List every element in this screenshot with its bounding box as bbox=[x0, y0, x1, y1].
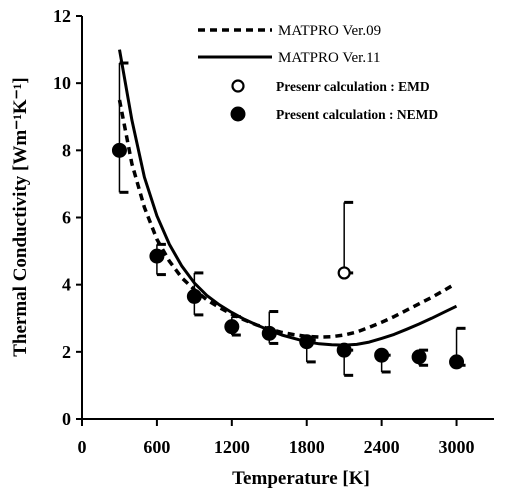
y-tick-label: 0 bbox=[62, 409, 71, 429]
legend-marker-filled bbox=[230, 106, 246, 122]
curves bbox=[117, 49, 458, 347]
y-tick-label: 2 bbox=[62, 342, 71, 362]
data-point-emd bbox=[337, 266, 351, 280]
x-tick-label: 3000 bbox=[439, 437, 475, 457]
markers bbox=[111, 142, 465, 370]
y-tick-label: 4 bbox=[62, 275, 71, 295]
x-tick-label: 600 bbox=[143, 437, 170, 457]
legend-label: MATPRO Ver.11 bbox=[278, 50, 381, 66]
y-tick-label: 10 bbox=[53, 73, 71, 93]
y-tick-label: 6 bbox=[62, 208, 71, 228]
x-tick-label: 0 bbox=[78, 437, 87, 457]
data-point-nemd bbox=[186, 288, 202, 304]
data-point-nemd bbox=[299, 334, 315, 350]
y-tick-label: 12 bbox=[53, 6, 71, 26]
data-point-nemd bbox=[261, 325, 277, 341]
data-point-nemd bbox=[149, 248, 165, 264]
data-point-nemd bbox=[374, 347, 390, 363]
legend-marker-open bbox=[231, 79, 245, 93]
data-point-nemd bbox=[411, 349, 427, 365]
data-point-nemd bbox=[336, 342, 352, 358]
data-point-nemd bbox=[111, 142, 127, 158]
x-axis-label: Temperature [K] bbox=[232, 468, 370, 489]
x-tick-label: 2400 bbox=[364, 437, 400, 457]
ticks: 0 600 1200 1800 2400 3000 0 2 4 6 8 10 12 bbox=[53, 6, 475, 457]
data-point-nemd bbox=[449, 354, 465, 370]
y-tick-label: 8 bbox=[62, 140, 71, 160]
legend-label: Present calculation : NEMD bbox=[276, 107, 438, 122]
legend-label: Presenr calculation : EMD bbox=[276, 79, 430, 94]
series-line-matpro-09 bbox=[117, 99, 453, 339]
series-line-matpro-11 bbox=[118, 49, 458, 347]
legend-label: MATPRO Ver.09 bbox=[278, 23, 381, 39]
legend: MATPRO Ver.09 MATPRO Ver.11 Presenr calcul… bbox=[198, 23, 438, 122]
x-tick-label: 1200 bbox=[214, 437, 250, 457]
x-tick-label: 1800 bbox=[289, 437, 325, 457]
data-point-nemd bbox=[224, 319, 240, 335]
y-axis-label: Thermal Conductivity [Wm⁻¹K⁻¹] bbox=[10, 77, 31, 357]
